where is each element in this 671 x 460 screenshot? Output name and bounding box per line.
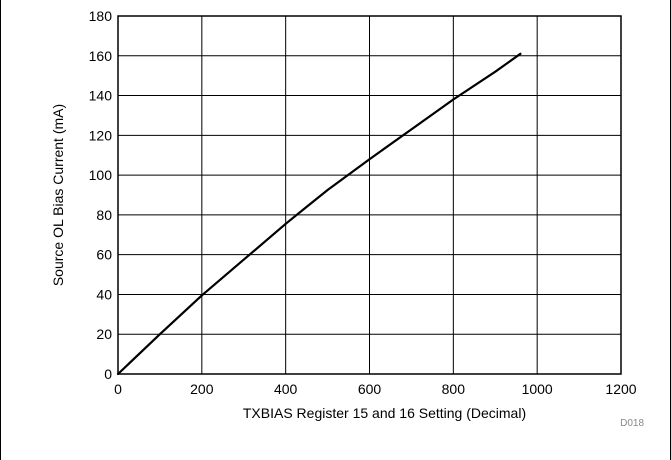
series-line: [116, 52, 522, 376]
y-tick-labels: 0 20 40 60 80 100 120 140 160 180: [89, 8, 113, 382]
y-tick-label: 0: [104, 366, 112, 382]
series-group: [116, 52, 522, 376]
y-tick-label: 40: [96, 286, 112, 302]
x-tick-label: 600: [358, 381, 382, 397]
x-tick-label: 200: [190, 381, 214, 397]
x-tick-label: 400: [274, 381, 298, 397]
y-tick-label: 80: [96, 207, 112, 223]
y-axis-label: Source OL Bias Current (mA): [50, 104, 66, 286]
x-tick-label: 800: [442, 381, 466, 397]
y-tick-label: 60: [96, 247, 112, 263]
y-tick-label: 120: [89, 127, 113, 143]
y-tick-label: 100: [89, 167, 113, 183]
y-tick-label: 140: [89, 88, 113, 104]
plot-area: [117, 15, 622, 375]
y-tick-label: 160: [89, 48, 113, 64]
x-tick-label: 1000: [522, 381, 553, 397]
x-tick-labels: 0 200 400 600 800 1000 1200: [114, 381, 637, 397]
x-tick-label: 0: [114, 381, 122, 397]
x-tick-label: 1200: [605, 381, 636, 397]
y-tick-label: 20: [96, 326, 112, 342]
x-axis-label: TXBIAS Register 15 and 16 Setting (Decim…: [243, 405, 526, 421]
figure-id-label: D018: [620, 418, 644, 429]
grid: [117, 15, 622, 375]
y-tick-label: 180: [89, 8, 113, 24]
